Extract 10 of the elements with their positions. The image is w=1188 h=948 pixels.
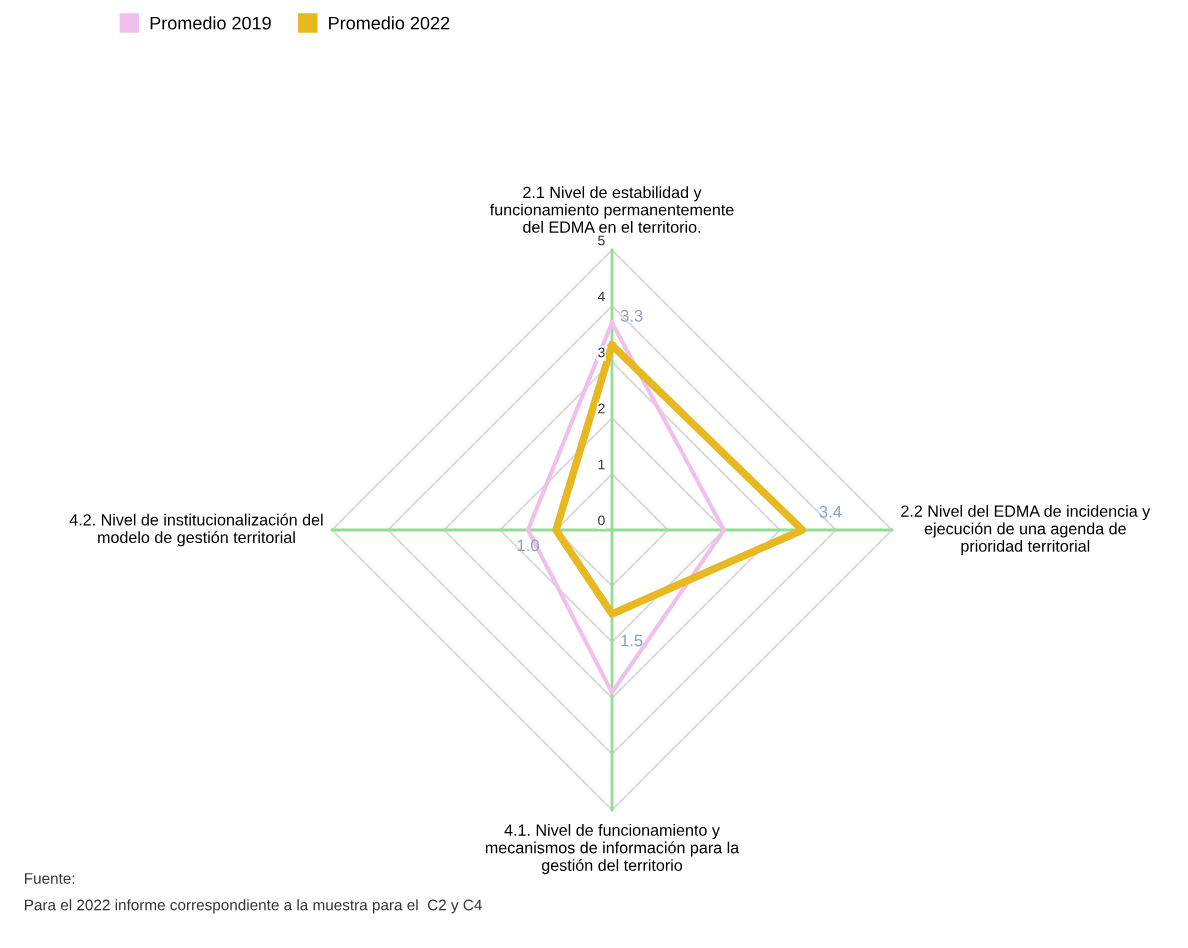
spoke-label: 2.2 Nivel del EDMA de incidencia y ejecución de una agenda de prioridad territorial: [901, 505, 1151, 555]
data-label: 1.5: [621, 634, 643, 647]
data-label: 3.3: [620, 309, 643, 322]
legend-label: Promedio 2019: [150, 16, 271, 30]
data-label: 3.4: [819, 505, 842, 518]
legend-label: Promedio 2022: [329, 16, 450, 30]
spoke-label: 4.2. Nivel de institucionalización del modelo de gestión territorial: [69, 513, 323, 547]
spoke-label: 2.1 Nivel de estabilidad y funcionamiento permanentemente del EDMA en el territorio.: [489, 186, 734, 233]
spoke-label: 4.1. Nivel de funcionamiento y mecanismos de información para la gestión del territorio: [485, 824, 740, 875]
data-label: 1.0: [517, 539, 539, 552]
